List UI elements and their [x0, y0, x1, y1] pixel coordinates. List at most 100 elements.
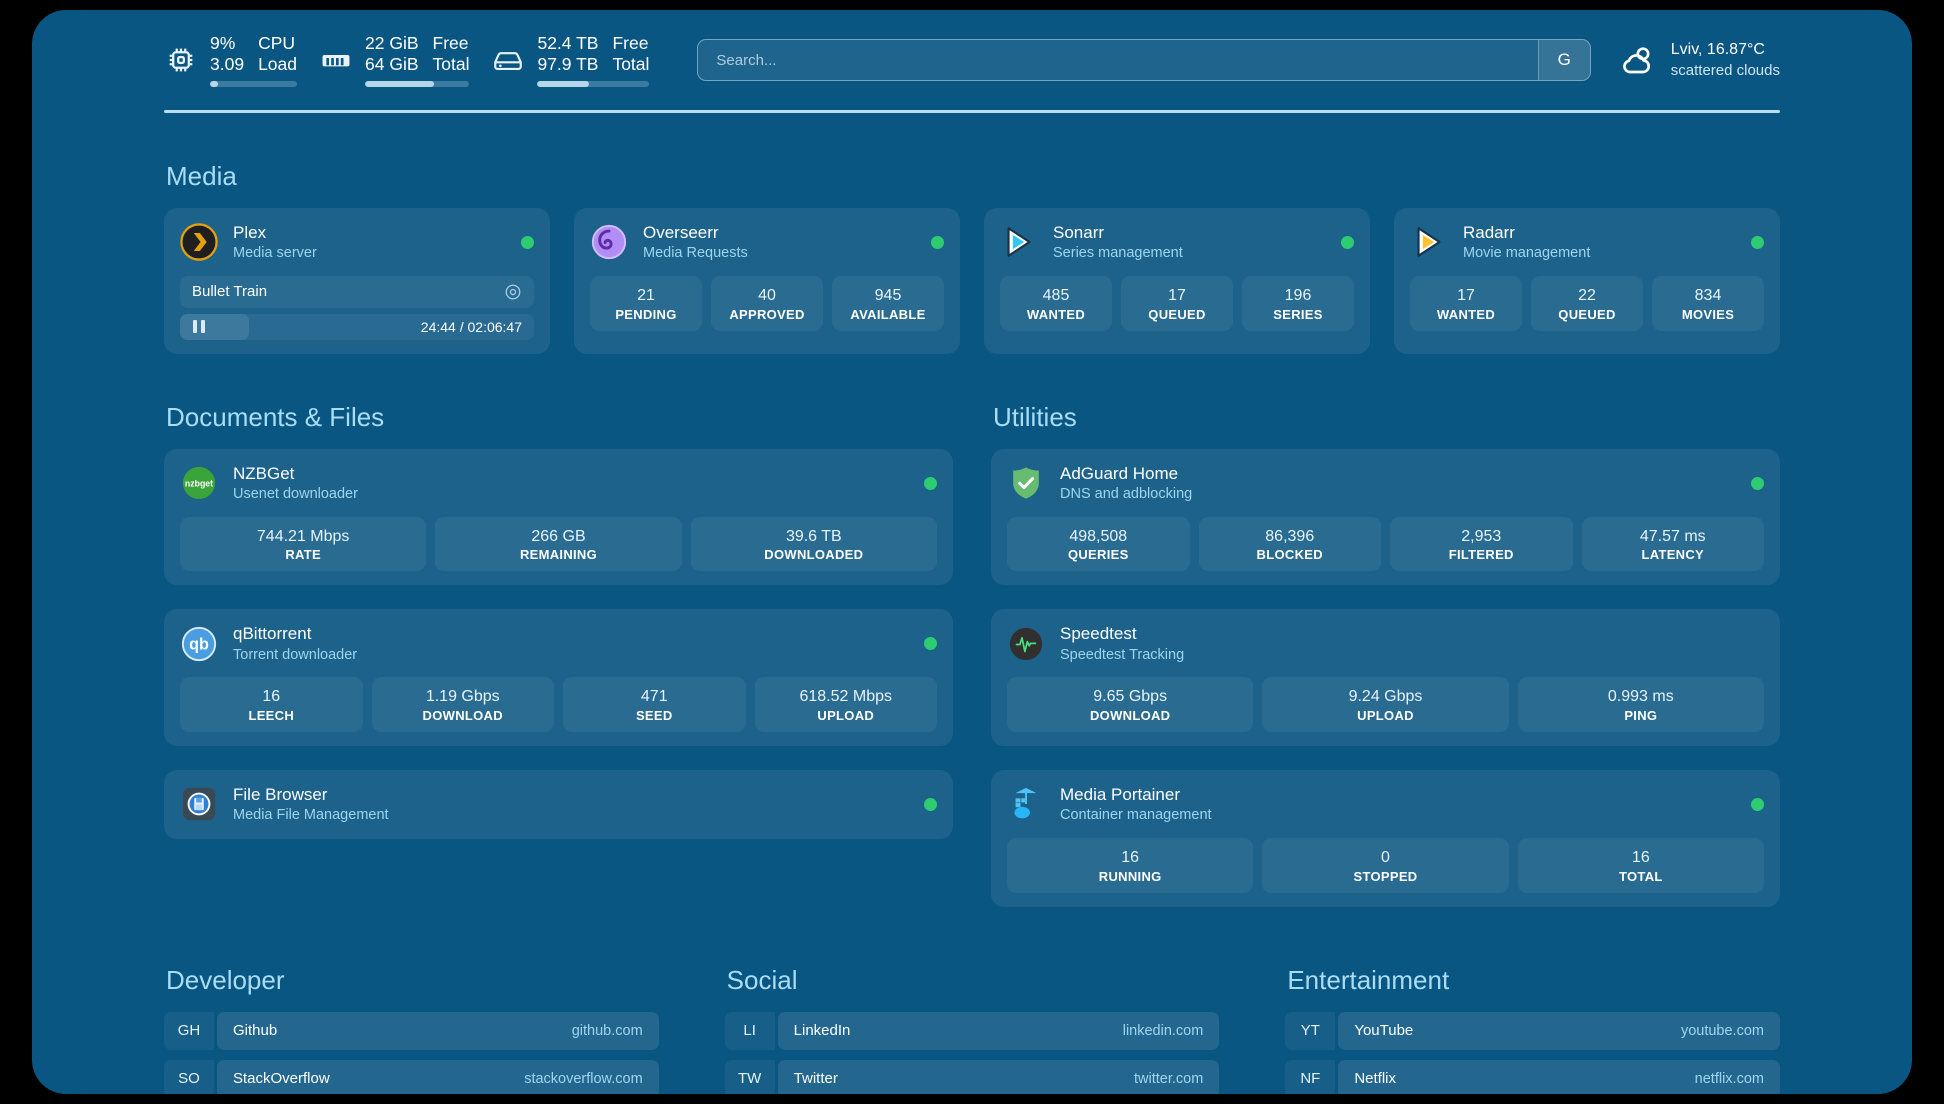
stat-item: 471 SEED	[563, 677, 746, 732]
bookmark-abbr: NF	[1285, 1059, 1336, 1094]
card-header: Sonarr Series management	[1000, 222, 1354, 263]
plex-time-display: 24:44 / 02:06:47	[420, 318, 522, 335]
stat-value: 945	[874, 286, 902, 304]
bookmark-group-social: Social LI LinkedIn linkedin.com TW Twitt…	[724, 965, 1220, 1094]
bookmark-item-stackoverflow[interactable]: SO StackOverflow stackoverflow.com	[164, 1059, 659, 1094]
stat-value: 0	[1381, 848, 1390, 866]
card-meta: Radarr Movie management	[1463, 222, 1590, 263]
bookmark-item-linkedin[interactable]: LI LinkedIn linkedin.com	[724, 1011, 1220, 1050]
weather-widget[interactable]: Lviv, 16.87°C scattered clouds	[1617, 39, 1780, 81]
stat-item: 744.21 Mbps RATE	[180, 516, 427, 572]
stat-label: PENDING	[615, 306, 677, 322]
bookmark-body: Twitter twitter.com	[777, 1059, 1220, 1094]
search-container: G	[697, 39, 1591, 81]
card-meta: qBittorrent Torrent downloader	[233, 623, 357, 664]
service-card-nzbget[interactable]: nzbget NZBGet Usenet downloader 744.21 M…	[164, 448, 953, 586]
stat-value: 471	[640, 688, 668, 706]
bookmark-item-github[interactable]: GH Github github.com	[164, 1011, 659, 1050]
card-header: AdGuard Home DNS and adblocking	[1007, 463, 1764, 504]
stat-value: 16	[1631, 848, 1650, 866]
stat-item: 485 WANTED	[1000, 275, 1112, 331]
bookmark-name: Github	[233, 1022, 278, 1040]
card-stats: 17 WANTED 22 QUEUED 834 MOVIES	[1410, 275, 1764, 331]
service-name: NZBGet	[233, 463, 295, 483]
card-meta: NZBGet Usenet downloader	[233, 463, 358, 504]
card-header: Media Portainer Container management	[1007, 784, 1764, 825]
stat-label: REMAINING	[519, 547, 598, 563]
dashboard-content: 9% 3.09 CPU Load	[32, 10, 1912, 1094]
service-card-filebrowser[interactable]: File Browser Media File Management	[164, 770, 953, 839]
bookmark-abbr: SO	[164, 1059, 214, 1094]
stat-value: 16	[262, 688, 281, 706]
utilities-card-stack: AdGuard Home DNS and adblocking 498,508 …	[991, 448, 1780, 907]
service-card-radarr[interactable]: Radarr Movie management 17 WANTED 22 QUE…	[1394, 208, 1780, 354]
stat-item: 40 APPROVED	[711, 275, 823, 331]
stat-label: QUERIES	[1067, 547, 1129, 563]
plex-icon	[180, 223, 218, 262]
stat-value: 40	[758, 286, 776, 304]
stat-value: 39.6 TB	[785, 527, 842, 545]
search-engine-button[interactable]: G	[1537, 40, 1590, 80]
utilities-column: Utilities AdGuard Home DNS and a	[991, 354, 1780, 907]
stat-item: 498,508 QUERIES	[1007, 516, 1190, 572]
stat-label: QUEUED	[1148, 306, 1206, 322]
stat-value: 9.24 Gbps	[1348, 688, 1423, 706]
search-input[interactable]	[698, 40, 1538, 80]
bookmark-url: github.com	[571, 1022, 643, 1039]
disk-usage-bar	[537, 81, 650, 88]
service-name: Radarr	[1463, 223, 1515, 242]
bookmark-item-twitter[interactable]: TW Twitter twitter.com	[724, 1059, 1220, 1094]
search-box[interactable]: G	[697, 39, 1591, 81]
stat-label: DOWNLOAD	[1089, 708, 1171, 723]
card-stats: 16 RUNNING 0 STOPPED 16 TOTAL	[1007, 837, 1764, 893]
cpu-value-bottom: 3.09	[210, 53, 245, 74]
bookmark-item-youtube[interactable]: YT YouTube youtube.com	[1285, 1011, 1780, 1050]
gear-icon[interactable]	[504, 283, 522, 301]
stat-label: LEECH	[248, 708, 295, 723]
stat-value: 1.19 Gbps	[425, 688, 500, 706]
service-subtitle: Speedtest Tracking	[1060, 646, 1185, 663]
service-card-portainer[interactable]: Media Portainer Container management 16 …	[991, 770, 1780, 907]
service-card-qbittorrent[interactable]: qb qBittorrent Torrent downloader 16 LEE…	[164, 609, 953, 746]
stat-item: 22 QUEUED	[1531, 275, 1643, 331]
resource-widget-memory[interactable]: 22 GiB 64 GiB Free Total	[319, 32, 470, 88]
service-subtitle: Series management	[1053, 245, 1183, 262]
service-card-speedtest[interactable]: Speedtest Speedtest Tracking 9.65 Gbps D…	[991, 609, 1780, 746]
memory-usage-bar	[365, 81, 470, 88]
top-bar: 9% 3.09 CPU Load	[164, 10, 1780, 92]
service-card-sonarr[interactable]: Sonarr Series management 485 WANTED 17 Q…	[984, 208, 1370, 354]
card-header: File Browser Media File Management	[180, 784, 937, 825]
stat-label: RUNNING	[1098, 868, 1162, 884]
service-card-overseerr[interactable]: Overseerr Media Requests 21 PENDING 40 A…	[574, 208, 960, 354]
service-card-adguard[interactable]: AdGuard Home DNS and adblocking 498,508 …	[991, 448, 1780, 586]
bookmark-item-netflix[interactable]: NF Netflix netflix.com	[1285, 1059, 1780, 1094]
resource-widget-cpu[interactable]: 9% 3.09 CPU Load	[164, 33, 297, 88]
plex-progress-bar[interactable]: 24:44 / 02:06:47	[180, 313, 534, 340]
card-meta: File Browser Media File Management	[233, 784, 389, 825]
cpu-usage-bar	[210, 81, 297, 88]
resource-widget-disk[interactable]: 52.4 TB 97.9 TB Free Total	[491, 33, 650, 88]
bookmark-url: linkedin.com	[1122, 1022, 1204, 1039]
bookmarks-area: Developer GH Github github.com SO StackO…	[164, 965, 1780, 1094]
stat-value: 266 GB	[531, 527, 586, 545]
card-meta: AdGuard Home DNS and adblocking	[1060, 463, 1192, 504]
stat-label: BLOCKED	[1256, 547, 1323, 563]
service-card-plex[interactable]: Plex Media server Bullet Train 24:44 / 0…	[164, 208, 550, 354]
stat-value: 17	[1168, 286, 1186, 304]
stat-label: SEED	[635, 708, 673, 723]
bookmark-url: stackoverflow.com	[524, 1070, 643, 1087]
card-stats: 744.21 Mbps RATE 266 GB REMAINING 39.6 T…	[180, 516, 937, 572]
service-name: File Browser	[233, 785, 328, 804]
card-stats: 21 PENDING 40 APPROVED 945 AVAILABLE	[590, 275, 944, 331]
stat-item: 0 STOPPED	[1262, 837, 1509, 893]
memory-value-top: 22 GiB	[365, 32, 419, 53]
stat-value: 47.57 ms	[1639, 527, 1706, 545]
bookmark-group-entertainment: Entertainment YT YouTube youtube.com NF …	[1285, 965, 1780, 1094]
plex-now-playing[interactable]: Bullet Train	[180, 275, 534, 308]
service-subtitle: Container management	[1060, 807, 1212, 824]
pause-icon[interactable]	[193, 320, 205, 334]
cpu-icon	[164, 43, 198, 77]
stat-label: TOTAL	[1619, 868, 1663, 884]
service-name: AdGuard Home	[1060, 463, 1179, 483]
stat-item: 834 MOVIES	[1652, 275, 1764, 331]
